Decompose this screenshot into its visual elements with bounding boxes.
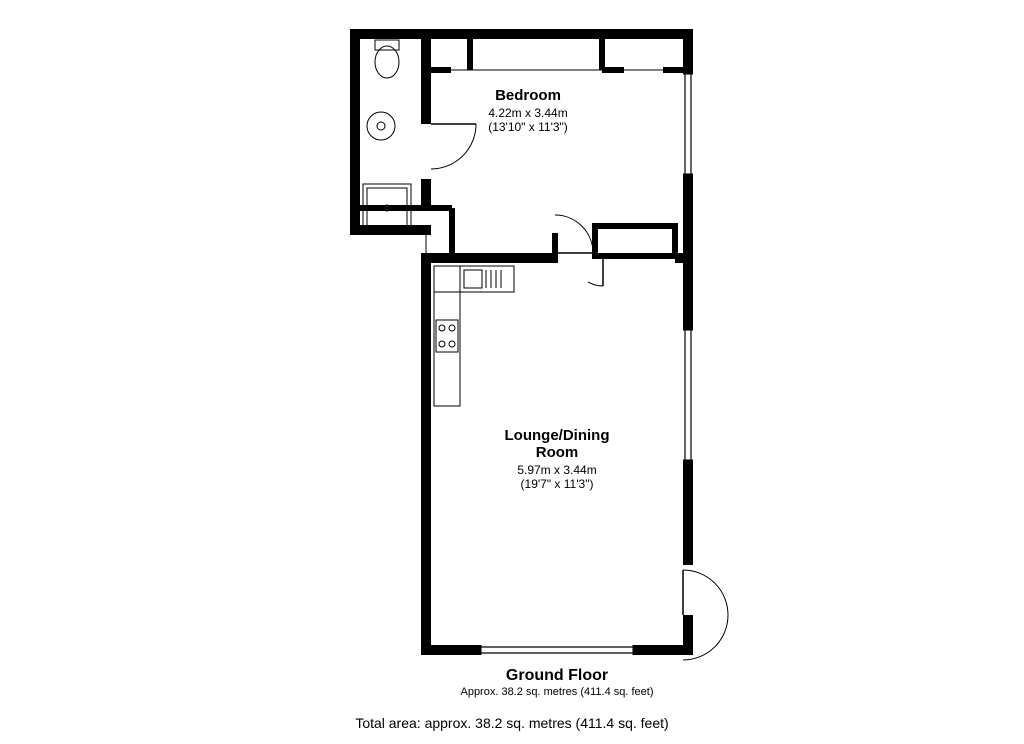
room-label-bedroom: Bedroom 4.22m x 3.44m(13'10" x 11'3") bbox=[488, 87, 568, 134]
total-area: Total area: approx. 38.2 sq. metres (411… bbox=[355, 715, 668, 731]
svg-text:Room: Room bbox=[536, 444, 579, 461]
floor-title: Ground Floor bbox=[506, 667, 608, 684]
room-label-lounge: Lounge/DiningRoom 5.97m x 3.44m(19'7" x 1… bbox=[505, 427, 610, 491]
windows bbox=[481, 74, 693, 655]
room-dim-imperial: (13'10" x 11'3") bbox=[488, 120, 568, 134]
floor-label: Ground Floor Approx. 38.2 sq. metres (411… bbox=[460, 667, 653, 698]
room-dim-imperial: (19'7" x 11'3") bbox=[521, 477, 594, 491]
floor-plan-svg: Bedroom 4.22m x 3.44m(13'10" x 11'3") Loun… bbox=[0, 0, 1024, 744]
floor-subtitle: Approx. 38.2 sq. metres (411.4 sq. feet) bbox=[460, 686, 653, 698]
room-name: Bedroom bbox=[495, 87, 561, 104]
room-name: Lounge/Dining bbox=[505, 427, 610, 444]
room-dim-metric: 4.22m x 3.44m bbox=[488, 106, 567, 120]
floor-plan-canvas: Bedroom 4.22m x 3.44m(13'10" x 11'3") Loun… bbox=[0, 0, 1024, 744]
room-dim-metric: 5.97m x 3.44m bbox=[517, 463, 596, 477]
